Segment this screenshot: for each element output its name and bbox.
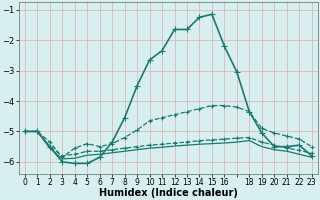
X-axis label: Humidex (Indice chaleur): Humidex (Indice chaleur) xyxy=(99,188,238,198)
